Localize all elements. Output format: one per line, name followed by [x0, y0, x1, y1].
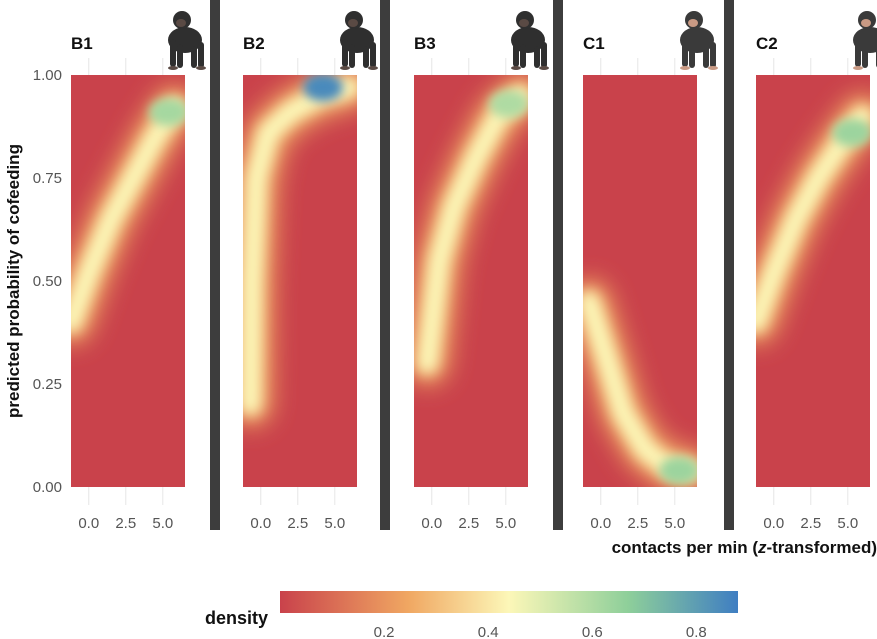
panel-separator — [210, 0, 220, 530]
legend-tick-label: 0.2 — [374, 624, 395, 639]
density-heatmap — [414, 75, 528, 487]
density-peak — [832, 118, 870, 147]
panel-c2: 0.0 2.5 5.0 C2 — [756, 11, 877, 532]
x-tick-label: 5.0 — [324, 515, 345, 532]
x-axis-title-start: contacts per min ( — [612, 538, 759, 557]
legend-colorbar — [280, 591, 738, 613]
legend-ticks: 0.2 0.4 0.6 0.8 — [374, 624, 707, 639]
panel-label: C2 — [756, 34, 778, 53]
panel-b1: 0.0 2.5 5.0 B1 — [71, 11, 206, 532]
x-tick-label: 0.0 — [250, 515, 271, 532]
x-axis-title-end: -transformed) — [766, 538, 877, 557]
y-tick-label: 0.50 — [33, 273, 62, 290]
density-peak — [488, 89, 528, 118]
legend-tick-label: 0.4 — [478, 624, 499, 639]
bonobo-icon — [168, 11, 206, 70]
x-tick-label: 0.0 — [421, 515, 442, 532]
x-tick-label: 0.0 — [78, 515, 99, 532]
chimpanzee-icon — [680, 11, 718, 70]
density-peak — [659, 456, 697, 485]
y-axis-title: predicted probability of cofeeding — [4, 144, 23, 418]
x-tick-label: 2.5 — [800, 515, 821, 532]
density-heatmap — [583, 75, 697, 487]
panel-b3: 0.0 2.5 5.0 B3 — [414, 11, 549, 532]
bonobo-icon — [511, 11, 549, 70]
legend-tick-label: 0.6 — [582, 624, 603, 639]
panel-b2: 0.0 2.5 5.0 B2 — [243, 11, 378, 532]
chimpanzee-icon — [853, 11, 877, 70]
x-tick-label: 5.0 — [837, 515, 858, 532]
panel-label: B3 — [414, 34, 436, 53]
x-tick-label: 2.5 — [458, 515, 479, 532]
panel-separators — [210, 0, 734, 530]
legend-tick-label: 0.8 — [686, 624, 707, 639]
density-legend: density 0.2 0.4 0.6 0.8 — [205, 591, 738, 639]
y-tick-label: 0.75 — [33, 170, 62, 187]
x-tick-label: 2.5 — [627, 515, 648, 532]
facet-panels: 0.0 2.5 5.0 B1 0.0 2.5 5.0 B2 0.0 2.5 5.0 B3 0.0 2.5 5… — [71, 11, 877, 532]
panel-separator — [724, 0, 734, 530]
x-tick-label: 5.0 — [152, 515, 173, 532]
y-tick-label: 0.25 — [33, 376, 62, 393]
bonobo-icon — [340, 11, 378, 70]
density-peak — [302, 75, 343, 102]
y-tick-label: 0.00 — [33, 479, 62, 496]
legend-title: density — [205, 608, 268, 628]
density-heatmap — [756, 75, 870, 487]
y-tick-label: 1.00 — [33, 67, 62, 84]
panel-label: B2 — [243, 34, 265, 53]
x-axis-title: contacts per min (z-transformed) — [612, 538, 877, 557]
density-ridge — [71, 97, 185, 334]
x-tick-label: 2.5 — [115, 515, 136, 532]
x-tick-label: 0.0 — [763, 515, 784, 532]
panel-separator — [380, 0, 390, 530]
x-axis-title-italic: z — [757, 538, 767, 557]
panel-separator — [553, 0, 563, 530]
x-tick-label: 0.0 — [590, 515, 611, 532]
density-peak — [148, 98, 185, 127]
density-heatmap — [71, 75, 185, 487]
panel-label: B1 — [71, 34, 93, 53]
density-heatmap — [243, 75, 357, 487]
x-tick-label: 5.0 — [664, 515, 685, 532]
x-tick-label: 5.0 — [495, 515, 516, 532]
panel-c1: 0.0 2.5 5.0 C1 — [583, 11, 718, 532]
panel-label: C1 — [583, 34, 605, 53]
y-axis: 0.00 0.25 0.50 0.75 1.00 predicted proba… — [4, 67, 62, 496]
x-tick-label: 2.5 — [287, 515, 308, 532]
